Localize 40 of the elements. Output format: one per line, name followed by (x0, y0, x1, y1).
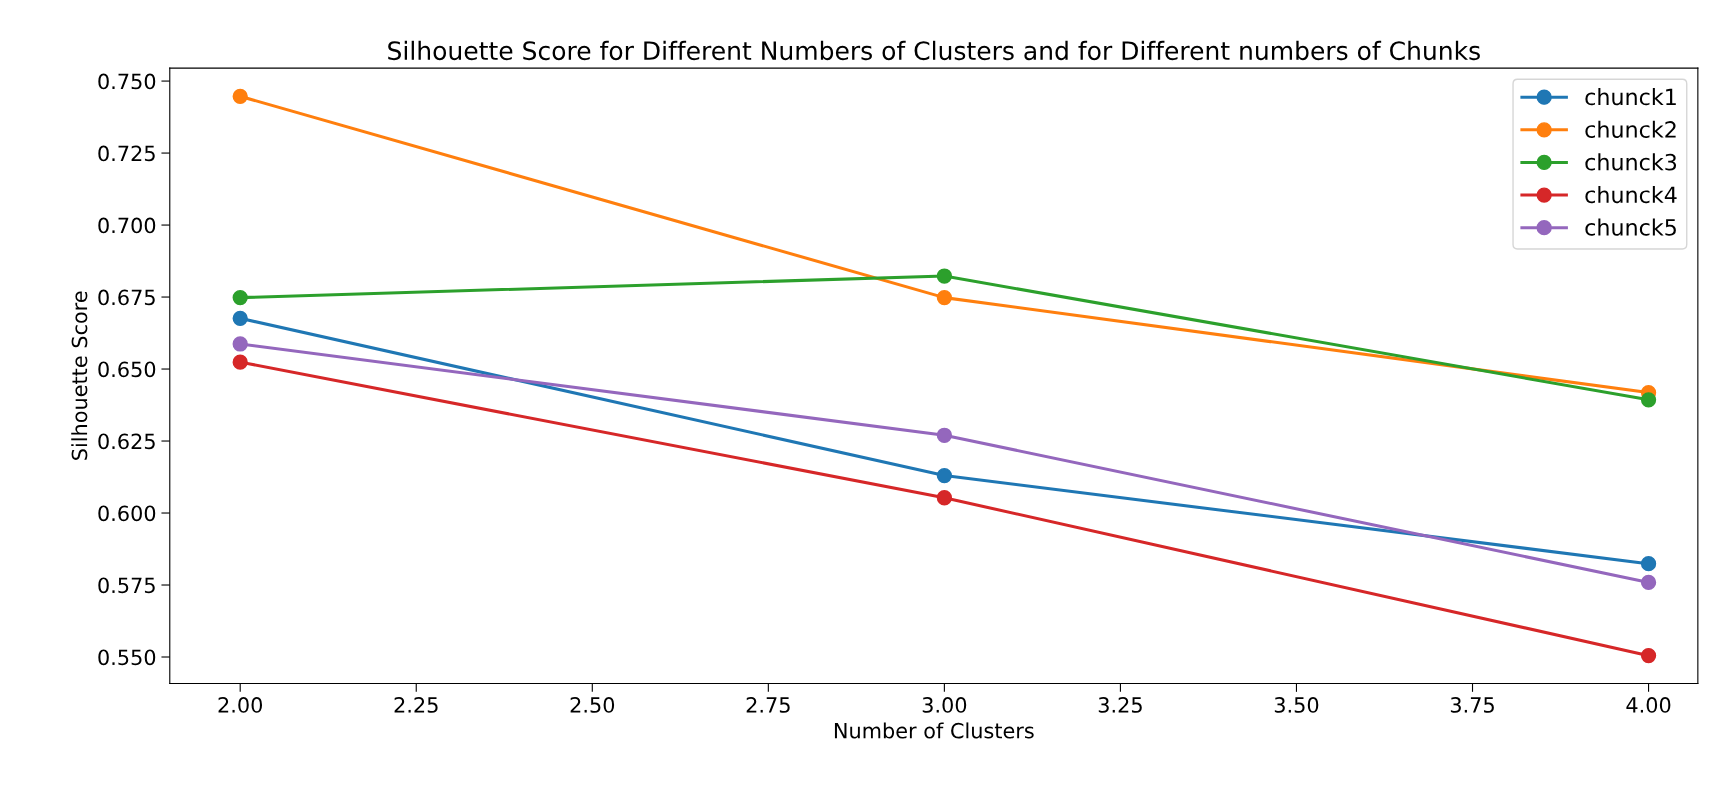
x-tick-label: 4.00 (1626, 697, 1671, 713)
y-tick-label: 0.675 (98, 289, 155, 306)
legend-label: chunck2 (1585, 120, 1676, 138)
point (1640, 556, 1657, 572)
y-axis-title: Silhouette Score (71, 291, 88, 460)
legend-label: chunck3 (1585, 153, 1677, 171)
x-tick-label: 3.25 (1098, 697, 1142, 713)
point (1640, 647, 1657, 664)
point (936, 427, 953, 443)
y-tick-label: 0.650 (98, 361, 156, 378)
y-tick-label: 0.575 (98, 577, 155, 594)
y-tick-label: 0.600 (98, 505, 156, 522)
y-tick-label: 0.725 (98, 145, 155, 162)
x-tick-label: 2.50 (570, 697, 615, 713)
x-tick-label: 3.00 (922, 697, 967, 713)
x-tick-label: 2.75 (746, 697, 790, 713)
y-tick-label: 0.625 (98, 433, 155, 450)
point (232, 88, 248, 104)
x-tick-label: 3.50 (1274, 697, 1319, 713)
point (936, 467, 953, 484)
legend-label: chunck1 (1585, 88, 1676, 106)
x-tick-label: 3.75 (1450, 697, 1494, 713)
legend-label: chunck4 (1585, 185, 1677, 204)
y-tick-label: 0.750 (98, 73, 156, 90)
point (936, 289, 953, 306)
point (232, 310, 248, 326)
point (936, 490, 953, 506)
point (232, 289, 248, 306)
chart-title: Silhouette Score for Different Numbers of Clusters and for Different numbers of Chunks (388, 40, 1480, 61)
x-axis-title: Number of Clusters (834, 722, 1034, 739)
x-tick-label: 2.25 (394, 697, 438, 713)
x-tick-label: 2.00 (218, 697, 263, 713)
y-tick-label: 0.700 (98, 217, 156, 234)
point (232, 354, 248, 370)
y-tick-label: 0.550 (98, 649, 156, 666)
point (1640, 574, 1657, 591)
legend-label: chunck5 (1585, 218, 1676, 236)
point (232, 336, 248, 352)
point (936, 268, 953, 284)
point (1640, 392, 1657, 408)
